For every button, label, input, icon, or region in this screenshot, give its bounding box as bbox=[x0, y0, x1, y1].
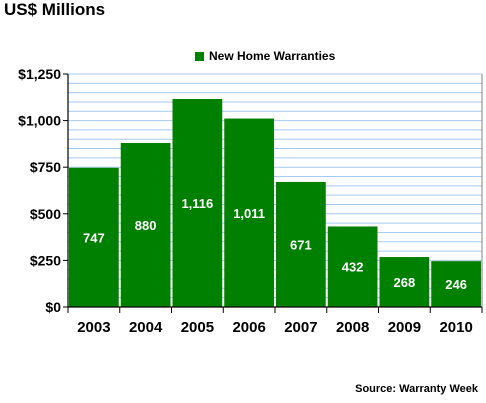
x-tick-label: 2003 bbox=[77, 319, 110, 336]
bar-2008 bbox=[327, 226, 378, 307]
data-label-2008: 432 bbox=[342, 260, 364, 275]
bar-2010 bbox=[431, 261, 481, 307]
data-label-2003: 747 bbox=[83, 230, 105, 245]
legend-label: New Home Warranties bbox=[209, 49, 336, 63]
data-label-2005: 1,116 bbox=[181, 196, 213, 211]
y-tick-label: $1,250 bbox=[18, 66, 61, 82]
bar-2004 bbox=[120, 142, 171, 307]
x-tick-label: 2005 bbox=[181, 319, 214, 336]
bar-2005 bbox=[172, 98, 223, 307]
legend-swatch bbox=[195, 51, 204, 61]
x-tick-label: 2010 bbox=[439, 319, 472, 336]
x-tick-label: 2004 bbox=[129, 319, 163, 336]
x-tick-label: 2008 bbox=[336, 319, 369, 336]
data-label-2004: 880 bbox=[135, 218, 157, 233]
data-label-2009: 268 bbox=[394, 275, 416, 290]
legend: New Home Warranties bbox=[195, 49, 335, 63]
data-label-2007: 671 bbox=[290, 237, 312, 252]
x-tick-label: 2009 bbox=[388, 319, 421, 336]
x-tick-label: 2006 bbox=[232, 319, 265, 336]
y-tick-label: $1,000 bbox=[18, 113, 61, 129]
data-label-2006: 1,011 bbox=[233, 206, 265, 221]
bar-2006 bbox=[224, 118, 274, 308]
y-tick-label: $250 bbox=[30, 252, 61, 268]
bar-2009 bbox=[379, 257, 430, 307]
y-tick-label: $0 bbox=[45, 299, 61, 315]
y-tick-label: $750 bbox=[30, 159, 61, 175]
y-tick-label: $500 bbox=[30, 206, 61, 222]
bar-2007 bbox=[276, 181, 326, 307]
data-label-2010: 246 bbox=[445, 277, 467, 292]
x-tick-label: 2007 bbox=[284, 319, 317, 336]
chart-title: US$ Millions bbox=[4, 0, 106, 19]
source-note: Source: Warranty Week bbox=[355, 383, 478, 395]
bar-2003 bbox=[69, 167, 119, 307]
